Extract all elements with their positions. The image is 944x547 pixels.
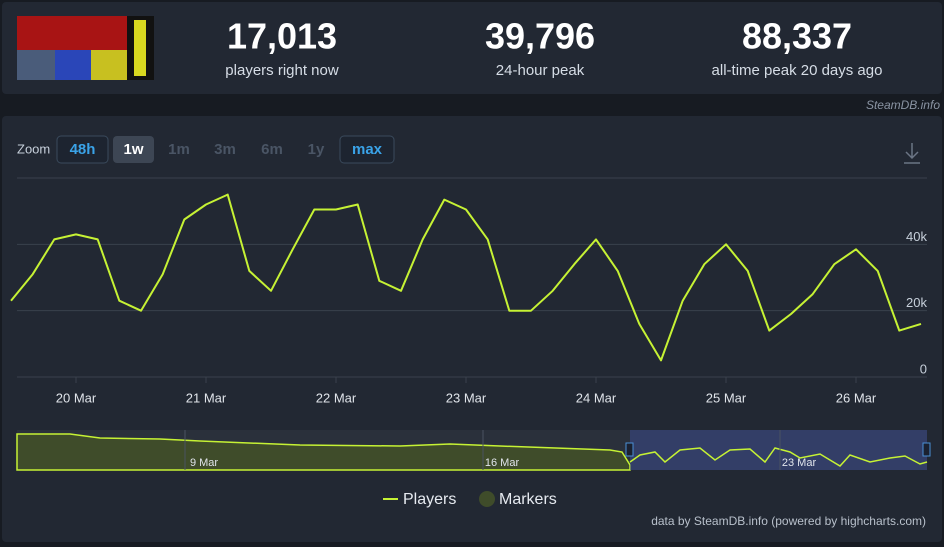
x-tick-label: 23 Mar [446, 390, 487, 405]
chart-panel [2, 116, 942, 542]
stat-label: 24-hour peak [496, 62, 585, 79]
navigator-label: 23 Mar [782, 457, 817, 469]
zoom-label: Zoom [17, 141, 50, 156]
legend-marker [479, 491, 495, 507]
source-link[interactable]: SteamDB.info [866, 98, 940, 112]
y-tick-label: 40k [906, 229, 927, 244]
stat-label: players right now [225, 62, 339, 79]
x-tick-label: 20 Mar [56, 390, 97, 405]
players-line [10, 193, 922, 362]
stat-label: all-time peak 20 days ago [712, 62, 883, 79]
stat-value: 39,796 [485, 16, 595, 57]
download-icon[interactable] [904, 143, 920, 164]
stats-panel [2, 2, 942, 94]
zoom-button-bg [56, 135, 109, 164]
x-tick-label: 22 Mar [316, 390, 357, 405]
zoom-button-bg [339, 135, 395, 164]
legend-label[interactable]: Markers [499, 491, 557, 508]
x-tick-label: 25 Mar [706, 390, 747, 405]
x-tick-label: 26 Mar [836, 390, 877, 405]
navigator-label: 9 Mar [190, 457, 218, 469]
zoom-button[interactable]: max [352, 141, 383, 158]
stat-value: 88,337 [742, 16, 852, 57]
zoom-button-bg [113, 136, 154, 163]
chart-credit: data by SteamDB.info (powered by highcha… [651, 514, 926, 528]
y-tick-label: 20k [906, 295, 927, 310]
x-tick-label: 21 Mar [186, 390, 227, 405]
zoom-button[interactable]: 6m [261, 141, 283, 158]
zoom-button[interactable]: 1m [168, 141, 190, 158]
game-thumbnail [17, 16, 154, 80]
zoom-button[interactable]: 1w [123, 141, 143, 158]
zoom-button[interactable]: 3m [214, 141, 236, 158]
y-tick-label: 0 [920, 361, 927, 376]
stat-value: 17,013 [227, 16, 337, 57]
navigator-label: 16 Mar [485, 457, 520, 469]
zoom-button[interactable]: 48h [70, 141, 96, 158]
zoom-button[interactable]: 1y [308, 141, 325, 158]
x-tick-label: 24 Mar [576, 390, 617, 405]
navigator: 9 Mar 16 Mar 23 Mar [16, 430, 931, 471]
legend-label[interactable]: Players [403, 491, 456, 508]
